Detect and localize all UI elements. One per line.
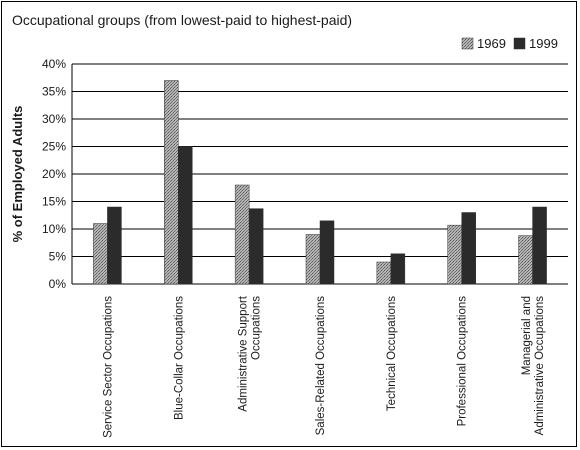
bar-1969 (93, 223, 108, 285)
bar-1969 (447, 224, 462, 285)
y-tick-label: 0% (49, 277, 67, 291)
x-tick-label: Service Sector Occupations (102, 296, 114, 438)
bar-1999 (390, 253, 406, 285)
x-tick-label: Technical Occupations (386, 296, 398, 411)
legend-swatch-1999 (513, 37, 526, 50)
y-tick-label: 40% (42, 57, 66, 71)
bar-1999 (107, 206, 122, 285)
bar-1969 (305, 234, 321, 285)
bar-1999 (248, 208, 264, 285)
legend-label-1969: 1969 (477, 36, 506, 51)
y-tick-label: 25% (42, 140, 66, 154)
y-axis-label: % of Employed Adults (10, 106, 25, 243)
bar-1969 (234, 184, 250, 285)
bar-1999 (532, 206, 547, 285)
bar-1999 (319, 220, 335, 285)
y-tick-label: 15% (42, 195, 66, 209)
x-tick-label: Managerial and (521, 296, 533, 375)
chart-title: Occupational groups (from lowest-paid to… (12, 12, 353, 28)
legend-label-1999: 1999 (529, 36, 558, 51)
y-tick-label: 20% (42, 167, 66, 181)
legend-swatch-1969 (461, 37, 474, 50)
bar-1999 (461, 212, 476, 285)
y-tick-label: 30% (42, 112, 66, 126)
y-tick-label: 10% (42, 222, 66, 236)
x-tick-label: Professional Occupations (457, 296, 469, 427)
x-tick-label: Administrative Support (238, 295, 250, 411)
bar-1999 (178, 146, 193, 285)
x-tick-label: Administrative Occupations (534, 296, 546, 436)
y-tick-label: 35% (42, 85, 66, 99)
bar-1969 (164, 80, 179, 285)
bar-1969 (376, 261, 392, 285)
y-tick-label: 5% (49, 250, 67, 264)
x-tick-label: Occupations (251, 296, 263, 360)
x-tick-label: Blue-Collar Occupations (173, 296, 185, 420)
x-tick-label: Sales-Related Occupations (315, 296, 327, 436)
bar-1969 (518, 235, 533, 285)
